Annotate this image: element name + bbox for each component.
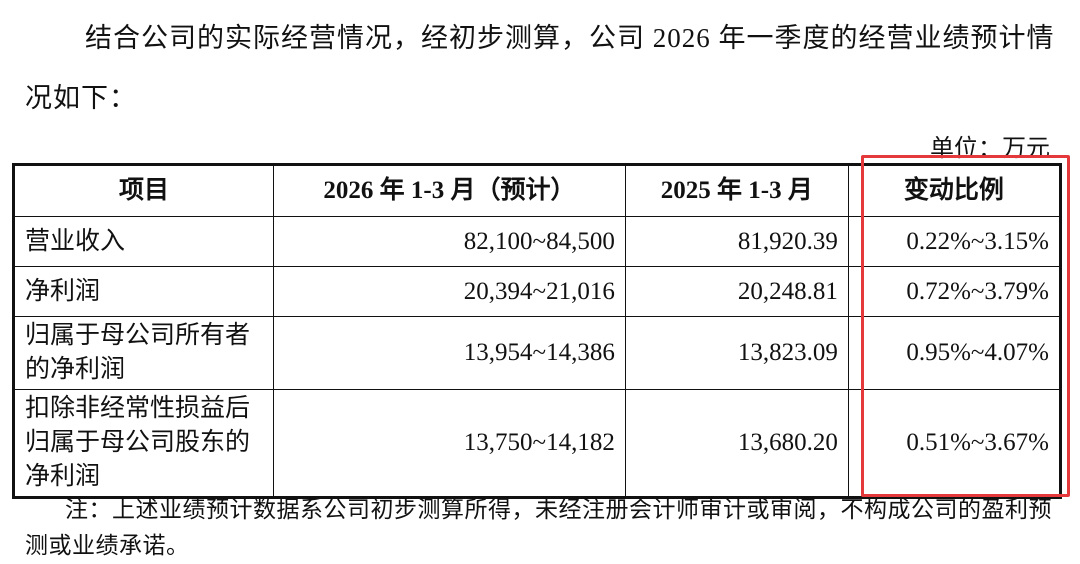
value-cell: 13,823.09 [624, 316, 849, 390]
value-cell: 81,920.39 [624, 216, 849, 267]
value-cell: 13,954~14,386 [273, 316, 626, 390]
table-row: 归属于母公司所有者的净利润 13,954~14,386 13,823.09 0.95%… [13, 316, 1062, 390]
forecast-table: 项目 2026 年 1-3 月（预计） 2025 年 1-3 月 变动比例 营业… [12, 163, 1062, 499]
item-cell: 净利润 [13, 266, 274, 317]
value-cell: 0.22%~3.15% [847, 216, 1062, 267]
item-cell: 归属于母公司所有者的净利润 [13, 316, 274, 390]
header-cell: 变动比例 [847, 164, 1062, 217]
table-row: 扣除非经常性损益后归属于母公司股东的净利润 13,750~14,182 13,680… [13, 389, 1062, 498]
item-cell: 扣除非经常性损益后归属于母公司股东的净利润 [13, 389, 274, 498]
value-cell: 13,680.20 [624, 389, 849, 498]
value-cell: 82,100~84,500 [273, 216, 626, 267]
value-cell: 0.95%~4.07% [847, 316, 1062, 390]
header-cell: 2026 年 1-3 月（预计） [273, 164, 626, 217]
footnote: 注：上述业绩预计数据系公司初步测算所得，未经注册会计师审计或审阅，不构成公司的盈… [25, 497, 1052, 558]
value-cell: 0.72%~3.79% [847, 266, 1062, 317]
header-cell: 2025 年 1-3 月 [624, 164, 849, 217]
header-cell: 项目 [13, 164, 274, 217]
value-cell: 20,248.81 [624, 266, 849, 317]
value-cell: 20,394~21,016 [273, 266, 626, 317]
table-body: 营业收入 82,100~84,500 81,920.39 0.22%~3.15% 净利润… [13, 216, 1062, 498]
table-row: 净利润 20,394~21,016 20,248.81 0.72%~3.79% [13, 266, 1062, 317]
highlight-box [861, 155, 1070, 497]
table-row: 营业收入 82,100~84,500 81,920.39 0.22%~3.15% [13, 216, 1062, 267]
intro-paragraph: 结合公司的实际经营情况，经初步测算，公司 2026 年一季度的经营业绩预计情况如… [25, 23, 1055, 113]
item-cell: 营业收入 [13, 216, 274, 267]
value-cell: 13,750~14,182 [273, 389, 626, 498]
value-cell: 0.51%~3.67% [847, 389, 1062, 498]
